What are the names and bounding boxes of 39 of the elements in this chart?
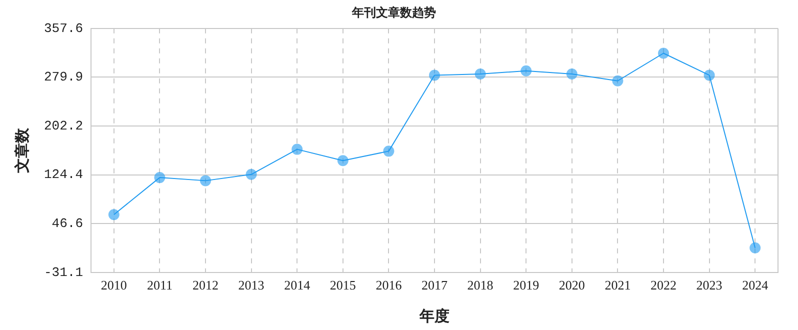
y-tick-label: 202.2 [44, 118, 84, 134]
x-tick-label: 2012 [192, 278, 219, 293]
point [108, 209, 120, 220]
x-tick-label: 2024 [742, 278, 769, 293]
point [292, 144, 303, 155]
y-tick-label: 279.9 [44, 70, 84, 85]
x-tick-label: 2015 [330, 278, 356, 293]
x-tick-label: 2022 [650, 278, 676, 293]
point [200, 175, 212, 186]
point [154, 172, 166, 184]
point [750, 242, 761, 254]
x-axis-title: 年度 [418, 306, 450, 325]
x-tick-label: 2023 [696, 278, 722, 293]
x-tick-label: 2017 [422, 278, 448, 293]
x-tick-label: 2020 [558, 278, 585, 293]
point [520, 65, 532, 76]
point [704, 70, 715, 81]
point [429, 70, 440, 81]
point [474, 68, 486, 80]
y-axis-title: 文章数 [12, 126, 31, 174]
y-tick-label: 357.6 [44, 20, 84, 36]
x-tick-label: 2018 [467, 278, 494, 293]
y-tick-label: 124.4 [44, 167, 84, 182]
x-tick-label: 2019 [513, 278, 540, 293]
point [383, 146, 394, 157]
x-tick-label: 2013 [238, 278, 264, 293]
x-tick-label: 2011 [146, 278, 172, 293]
chart-title: 年刊文章数趋势 [351, 5, 436, 20]
y-tick-label: -31.1 [44, 264, 84, 280]
point [566, 68, 578, 80]
x-tick-label: 2016 [376, 278, 402, 293]
x-tick-label: 2010 [100, 278, 127, 293]
point [337, 155, 348, 166]
point [612, 75, 624, 86]
y-tick-label: 46.6 [52, 216, 84, 232]
point [246, 168, 257, 180]
x-tick-label: 2014 [284, 278, 311, 293]
point [658, 48, 669, 59]
x-tick-label: 2021 [604, 278, 631, 293]
